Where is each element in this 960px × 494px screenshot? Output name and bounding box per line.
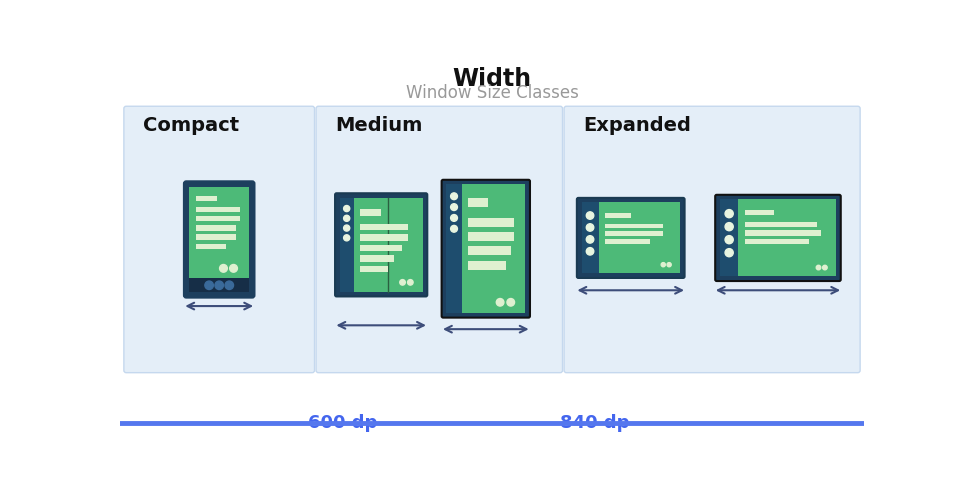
- Circle shape: [587, 236, 594, 243]
- Bar: [196, 196, 217, 201]
- Circle shape: [587, 247, 594, 255]
- Circle shape: [450, 204, 457, 210]
- Bar: [605, 232, 663, 237]
- Bar: [468, 217, 514, 227]
- Text: Width: Width: [452, 67, 532, 91]
- Circle shape: [725, 209, 733, 218]
- Bar: [353, 198, 422, 292]
- FancyBboxPatch shape: [442, 180, 530, 318]
- Circle shape: [725, 223, 733, 231]
- Circle shape: [725, 236, 733, 244]
- Circle shape: [496, 298, 504, 306]
- Bar: [360, 266, 388, 272]
- Bar: [196, 235, 236, 240]
- Bar: [599, 203, 680, 273]
- Circle shape: [344, 235, 349, 241]
- Bar: [745, 230, 822, 236]
- Bar: [360, 255, 394, 262]
- Bar: [745, 239, 808, 245]
- Bar: [189, 187, 249, 278]
- Bar: [360, 234, 408, 241]
- Bar: [605, 224, 663, 229]
- Bar: [468, 198, 489, 207]
- Bar: [196, 225, 236, 231]
- Bar: [360, 209, 381, 216]
- Text: 840 dp: 840 dp: [561, 413, 630, 432]
- Circle shape: [220, 264, 228, 272]
- Circle shape: [450, 214, 457, 221]
- Circle shape: [229, 264, 237, 272]
- Circle shape: [725, 248, 733, 257]
- Circle shape: [215, 281, 224, 289]
- FancyBboxPatch shape: [577, 198, 684, 278]
- Circle shape: [408, 280, 413, 285]
- Bar: [468, 247, 512, 255]
- FancyBboxPatch shape: [564, 106, 860, 372]
- Text: Compact: Compact: [143, 116, 239, 135]
- Circle shape: [204, 281, 213, 289]
- Bar: [196, 244, 227, 249]
- Circle shape: [344, 206, 349, 211]
- Bar: [468, 232, 514, 241]
- Text: Medium: Medium: [335, 116, 422, 135]
- Circle shape: [816, 265, 821, 270]
- Circle shape: [344, 215, 349, 221]
- Circle shape: [225, 281, 233, 289]
- Bar: [360, 224, 408, 230]
- Circle shape: [399, 280, 405, 285]
- Circle shape: [667, 263, 671, 267]
- FancyBboxPatch shape: [715, 195, 841, 281]
- Circle shape: [587, 212, 594, 219]
- Bar: [605, 212, 631, 217]
- Circle shape: [587, 224, 594, 231]
- Text: Expanded: Expanded: [584, 116, 691, 135]
- Bar: [196, 216, 240, 221]
- Text: Window Size Classes: Window Size Classes: [405, 84, 579, 102]
- Circle shape: [823, 265, 828, 270]
- Bar: [189, 278, 249, 292]
- Bar: [468, 261, 506, 270]
- Bar: [340, 198, 353, 292]
- Bar: [582, 203, 599, 273]
- Bar: [360, 245, 402, 251]
- Circle shape: [450, 193, 457, 200]
- Bar: [196, 206, 240, 212]
- Bar: [605, 240, 650, 245]
- FancyBboxPatch shape: [316, 106, 563, 372]
- FancyBboxPatch shape: [335, 193, 427, 296]
- Circle shape: [507, 298, 515, 306]
- Bar: [446, 184, 462, 313]
- FancyBboxPatch shape: [124, 106, 315, 372]
- Bar: [462, 184, 525, 313]
- Bar: [720, 200, 738, 277]
- Bar: [745, 210, 775, 215]
- Circle shape: [344, 225, 349, 231]
- Circle shape: [450, 225, 457, 232]
- Text: 600 dp: 600 dp: [308, 413, 377, 432]
- Bar: [738, 200, 836, 277]
- Circle shape: [661, 263, 665, 267]
- FancyBboxPatch shape: [184, 181, 254, 297]
- Bar: [745, 222, 817, 227]
